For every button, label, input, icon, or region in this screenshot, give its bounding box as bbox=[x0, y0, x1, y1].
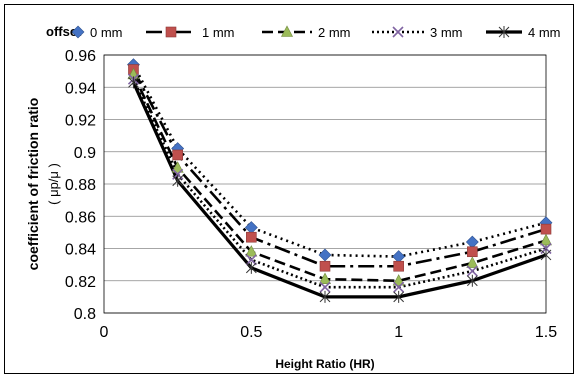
data-point-series-3-stroke bbox=[466, 265, 478, 277]
y-tick-label: 0.86 bbox=[65, 209, 96, 226]
data-point-series-1 bbox=[172, 149, 183, 161]
data-point-series-2 bbox=[540, 233, 552, 246]
series-line-2 bbox=[132, 73, 547, 283]
x-tick-label: 0.5 bbox=[240, 324, 262, 341]
legend-label-0: 0 mm bbox=[90, 25, 123, 40]
legend-marker-0 bbox=[71, 25, 85, 39]
y-axis-sublabel: ( μp/μ ) bbox=[46, 163, 61, 205]
y-tick-label: 0.82 bbox=[65, 274, 96, 291]
y-tick-labels: 0.8 0.82 0.84 0.86 0.88 0.9 0.92 0.94 0.96 bbox=[65, 48, 96, 323]
data-point-series-2 bbox=[466, 256, 479, 268]
data-point-series-4 bbox=[319, 290, 331, 303]
data-point-series-4 bbox=[393, 290, 405, 303]
legend-label-1: 1 mm bbox=[202, 25, 235, 40]
series-line-0 bbox=[132, 64, 547, 258]
x-tick-labels: 0 0.5 1 1.5 bbox=[100, 324, 558, 341]
y-tick-label: 0.94 bbox=[65, 80, 96, 97]
chart-frame bbox=[4, 4, 574, 374]
legend-label-2: 2 mm bbox=[318, 25, 351, 40]
data-point-series-3 bbox=[393, 281, 405, 293]
legend-marker-2 bbox=[281, 25, 293, 37]
x-axis-label: Height Ratio (HR) bbox=[275, 357, 374, 371]
data-point-series-1 bbox=[540, 223, 552, 235]
data-point-series-3 bbox=[245, 254, 257, 266]
y-tick-label: 0.92 bbox=[65, 113, 96, 130]
data-point-series-1 bbox=[246, 231, 257, 243]
legend: offset 0 mm 1 mm 2 mm 3 mm 4 mm bbox=[46, 24, 561, 40]
data-point-series-2 bbox=[245, 245, 258, 257]
y-axis-label: coefficient of friction ratio bbox=[25, 98, 41, 271]
legend-label-4: 4 mm bbox=[528, 25, 561, 40]
y-tick-label: 0.8 bbox=[74, 306, 96, 323]
data-point-series-4 bbox=[540, 248, 552, 261]
x-tick-label: 0 bbox=[100, 324, 109, 341]
legend-title: offset bbox=[46, 24, 82, 39]
data-point-series-0 bbox=[318, 248, 332, 262]
data-point-series-3 bbox=[319, 281, 331, 293]
y-tick-label: 0.9 bbox=[74, 145, 96, 162]
data-point-series-4 bbox=[466, 274, 478, 287]
series-line-3 bbox=[132, 78, 547, 289]
legend-marker-4 bbox=[498, 26, 510, 38]
data-point-series-2 bbox=[392, 274, 405, 286]
legend-marker-1 bbox=[165, 26, 177, 38]
x-tick-label: 1 bbox=[394, 324, 403, 341]
data-point-series-3-stroke bbox=[245, 254, 257, 266]
data-point-series-4 bbox=[245, 261, 257, 274]
data-point-series-3-stroke bbox=[319, 281, 331, 293]
data-point-series-4 bbox=[172, 174, 184, 187]
data-point-series-3 bbox=[466, 265, 478, 277]
legend-marker-3 bbox=[392, 26, 404, 38]
legend-marker-3-stroke bbox=[392, 26, 404, 38]
data-point-series-1 bbox=[319, 260, 331, 272]
data-point-series-0 bbox=[465, 235, 479, 249]
data-point-series-2 bbox=[171, 161, 184, 173]
y-tick-label: 0.88 bbox=[65, 177, 96, 194]
plot-area-border bbox=[103, 54, 547, 314]
data-point-series-4 bbox=[128, 76, 139, 89]
data-point-series-1 bbox=[467, 246, 478, 258]
legend-label-3: 3 mm bbox=[430, 25, 463, 40]
series-markers bbox=[127, 58, 553, 303]
data-point-series-0 bbox=[244, 221, 258, 234]
data-point-series-2 bbox=[319, 272, 331, 284]
data-point-series-0 bbox=[392, 250, 406, 263]
data-point-series-3-stroke bbox=[393, 281, 405, 293]
series-lines bbox=[132, 64, 547, 299]
data-point-series-1 bbox=[393, 260, 404, 272]
x-tick-label: 1.5 bbox=[535, 324, 557, 341]
y-tick-label: 0.84 bbox=[65, 242, 96, 259]
y-tick-label: 0.96 bbox=[65, 48, 96, 65]
